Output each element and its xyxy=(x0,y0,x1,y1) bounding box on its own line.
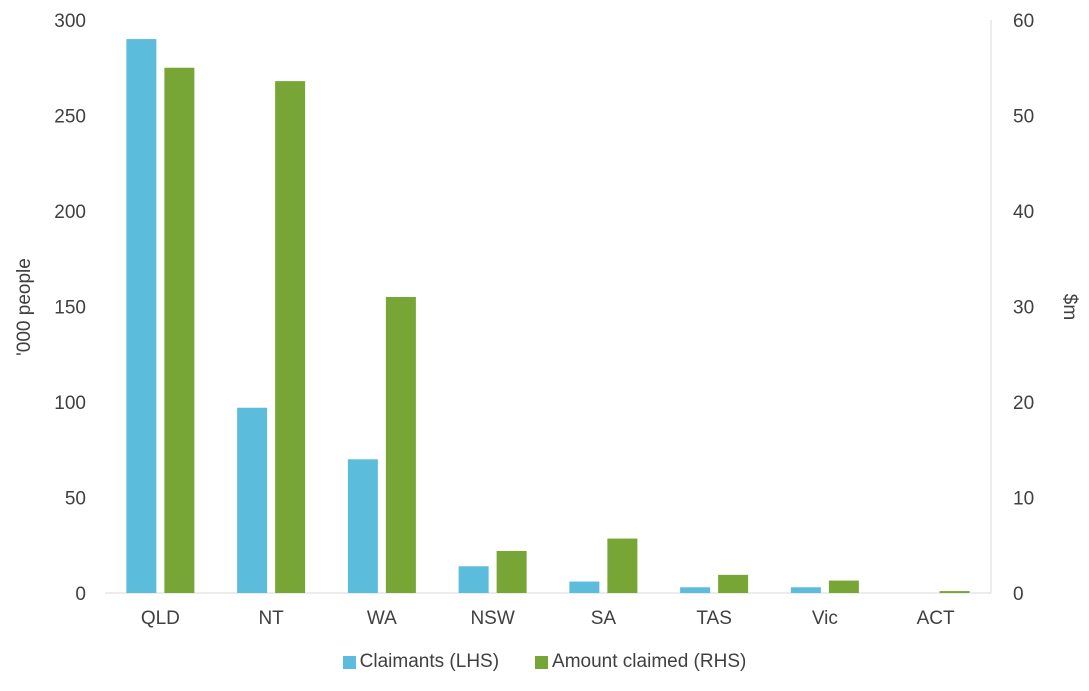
y-right-tick-label: 20 xyxy=(1013,393,1034,414)
x-tick-label: SA xyxy=(591,608,617,629)
y-axis-right-title: $m xyxy=(1059,294,1080,320)
legend-item-amount-claimed: Amount claimed (RHS) xyxy=(535,651,746,673)
x-tick-label: WA xyxy=(367,608,397,629)
x-tick-label: NSW xyxy=(470,608,514,629)
amount-claimed-bar-wa xyxy=(385,296,416,593)
y-left-tick-label: 300 xyxy=(54,11,86,32)
y-right-tick-label: 10 xyxy=(1013,489,1034,510)
claimants-bar-nsw xyxy=(458,566,489,593)
y-right-tick-label: 30 xyxy=(1013,298,1034,319)
amount-claimed-bar-tas xyxy=(718,574,749,593)
claimants-bar-sa xyxy=(569,581,600,593)
legend-item-claimants: Claimants (LHS) xyxy=(342,651,500,673)
bars-group xyxy=(126,39,970,594)
claimants-bar-qld xyxy=(126,39,157,594)
claimants-bar-tas xyxy=(680,587,711,593)
x-tick-label: TAS xyxy=(696,608,732,629)
claimants-bar-vic xyxy=(790,587,821,593)
amount-claimed-bar-nsw xyxy=(496,550,527,593)
x-tick-label: NT xyxy=(258,608,284,629)
amount-claimed-bar-act xyxy=(939,591,970,593)
legend-label-claimants: Claimants (LHS) xyxy=(359,651,500,672)
right-axis: 0 10 20 30 40 50 60 xyxy=(990,11,1034,605)
x-tick-label: ACT xyxy=(917,608,955,629)
y-right-tick-label: 0 xyxy=(1013,584,1024,605)
legend-swatch-claimants xyxy=(342,655,356,669)
legend-label-amount-claimed: Amount claimed (RHS) xyxy=(552,651,747,672)
amount-claimed-bar-vic xyxy=(828,580,859,593)
y-right-tick-label: 50 xyxy=(1013,107,1034,128)
y-left-tick-label: 0 xyxy=(75,584,86,605)
x-tick-label: QLD xyxy=(141,608,180,629)
x-axis: QLD NT WA NSW SA TAS Vic ACT xyxy=(105,592,991,629)
amount-claimed-bar-sa xyxy=(607,538,638,593)
y-left-tick-label: 100 xyxy=(54,393,86,414)
y-left-tick-label: 150 xyxy=(54,298,86,319)
y-right-tick-label: 40 xyxy=(1013,202,1034,223)
legend-swatch-amount-claimed xyxy=(535,655,549,669)
legend: Claimants (LHS) Amount claimed (RHS) xyxy=(0,651,1089,673)
left-axis: 0 50 100 150 200 250 300 xyxy=(54,11,86,605)
amount-claimed-bar-nt xyxy=(275,81,306,594)
claimants-bar-nt xyxy=(237,407,268,593)
y-left-tick-label: 250 xyxy=(54,107,86,128)
x-tick-label: Vic xyxy=(812,608,838,629)
y-left-tick-label: 50 xyxy=(65,489,86,510)
y-axis-left-title: '000 people xyxy=(14,258,35,356)
amount-claimed-bar-qld xyxy=(164,67,195,593)
claimants-bar-wa xyxy=(347,459,378,593)
y-left-tick-label: 200 xyxy=(54,202,86,223)
y-right-tick-label: 60 xyxy=(1013,11,1034,32)
